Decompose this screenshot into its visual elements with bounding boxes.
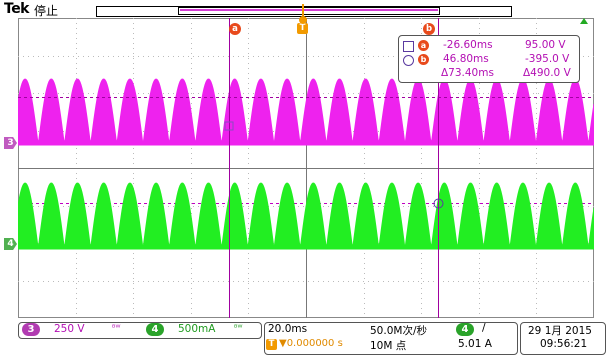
- cursor-delta-readout: Δ73.40ms Δ490.0 V: [399, 67, 579, 81]
- trigger-position-top-marker: [302, 4, 304, 16]
- date: 29 1月 2015: [528, 325, 592, 337]
- cursor-b-circle-marker: [433, 198, 444, 209]
- brand-logo: Tek: [4, 1, 30, 17]
- cursor-readout-panel: a -26.60ms 95.00 V b 46.80ms -395.0 V Δ7…: [398, 35, 580, 83]
- cursor-a-marker[interactable]: a: [229, 23, 241, 35]
- cursor-b-badge: b: [418, 54, 429, 65]
- cursor-b-marker[interactable]: b: [423, 23, 435, 35]
- trigger-position: ▼0.000000 s: [279, 338, 343, 349]
- trigger-level-indicator: [299, 16, 307, 24]
- ch4-waveform: [18, 182, 594, 250]
- time: 09:56:21: [540, 338, 588, 350]
- trigger-position-icon: T: [266, 339, 277, 350]
- ch3-bandwidth-icon: ᴮᵂ: [112, 323, 121, 332]
- ch3-ground-marker[interactable]: 3: [4, 137, 17, 149]
- sample-rate: 50.0M次/秒: [370, 325, 427, 337]
- cursor-a-volt: 95.00 V: [525, 39, 566, 51]
- ch3-scale: 250 V: [54, 323, 85, 335]
- square-icon: [403, 41, 414, 52]
- datetime-panel: [520, 322, 606, 355]
- timebase: 20.0ms: [268, 323, 308, 335]
- ch4-badge[interactable]: 4: [146, 323, 164, 336]
- trigger-slope-icon: /: [482, 322, 486, 334]
- cursor-a-readout: a -26.60ms 95.00 V: [399, 39, 579, 53]
- cursor-a-square-marker: [224, 121, 234, 131]
- delta-time: Δ73.40ms: [441, 67, 494, 79]
- acquisition-state: 停止: [34, 4, 59, 18]
- cursor-b-readout: b 46.80ms -395.0 V: [399, 53, 579, 67]
- ch4-bandwidth-icon: ᴮᵂ: [234, 323, 243, 332]
- trigger-marker[interactable]: T: [297, 23, 308, 34]
- record-view-indicator: [180, 9, 438, 11]
- ch3-badge[interactable]: 3: [22, 323, 40, 336]
- circle-icon: [403, 55, 414, 66]
- cursor-a-time: -26.60ms: [443, 39, 493, 51]
- delta-volt: Δ490.0 V: [523, 67, 571, 79]
- trigger-level: 5.01 A: [458, 338, 492, 350]
- cursor-b-volt: -395.0 V: [525, 53, 570, 65]
- horizontal-trigger-panel: [264, 322, 518, 355]
- cursor-a-badge: a: [418, 40, 429, 51]
- ch4-ground-marker[interactable]: 4: [4, 238, 17, 250]
- record-length: 10M 点: [370, 340, 407, 352]
- cursor-b-time: 46.80ms: [443, 53, 489, 65]
- waveform-graticule: [18, 18, 594, 318]
- vertical-settings-panel: [18, 322, 262, 339]
- trigger-source-badge[interactable]: 4: [456, 323, 474, 336]
- scroll-up-arrow-icon: [580, 18, 588, 24]
- ch4-scale: 500mA: [178, 323, 216, 335]
